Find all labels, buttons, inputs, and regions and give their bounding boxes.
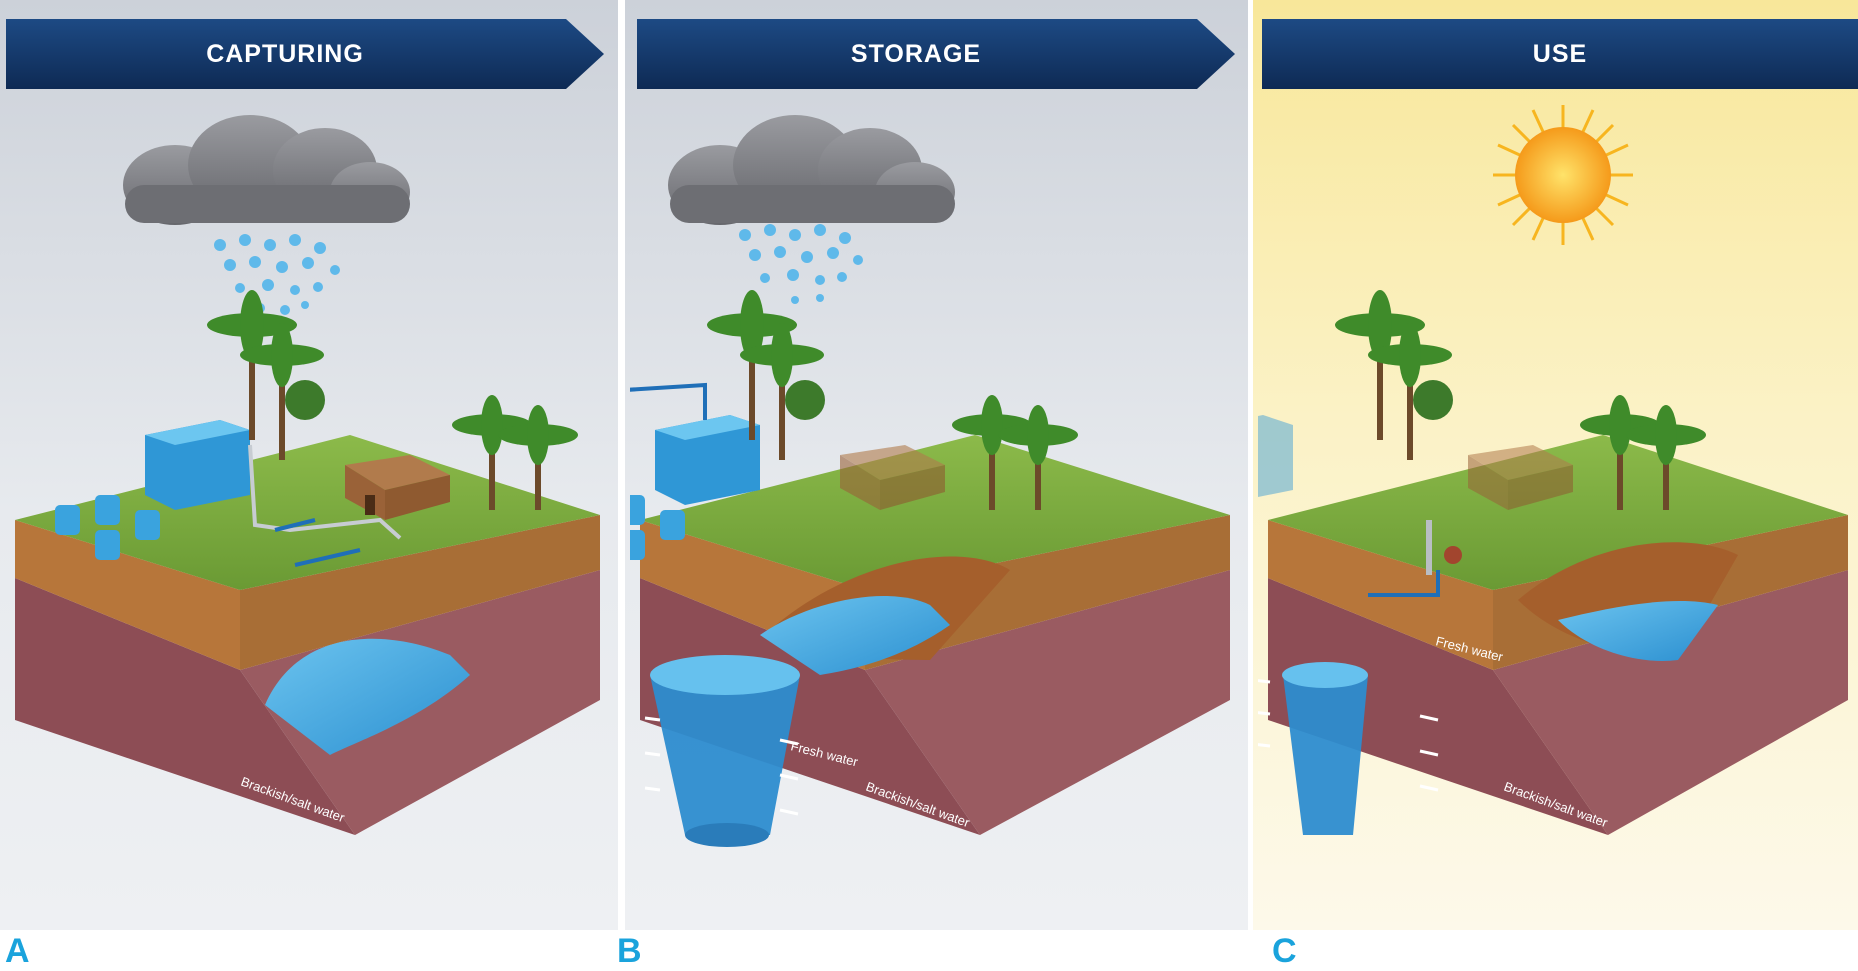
water-tank-icon — [655, 415, 760, 505]
scene-capturing: Brackish/salt water — [15, 115, 600, 835]
raindrops-icon — [214, 234, 340, 315]
house-icon — [345, 455, 450, 520]
flow-arrow-icon — [294, 548, 361, 567]
house-icon — [840, 445, 945, 510]
raindrops-icon — [739, 224, 863, 304]
fresh-water-aquifer-icon — [1282, 662, 1368, 835]
pipe-icon — [248, 444, 402, 540]
pond-icon — [760, 596, 950, 675]
rain-cloud-icon — [123, 115, 410, 225]
grass-surface — [15, 435, 600, 590]
fresh-water-aquifer-icon — [650, 655, 800, 847]
banner-capturing: CAPTURING — [6, 19, 604, 89]
panel-label-a: A — [5, 932, 30, 970]
water-tank-icon — [145, 420, 250, 510]
barrels-icon — [55, 495, 160, 560]
banner-title: USE — [1532, 40, 1588, 68]
panel-label-b: B — [617, 932, 642, 970]
sun-icon — [1493, 105, 1633, 245]
banner-title: STORAGE — [850, 40, 982, 68]
grass-surface — [1268, 435, 1848, 590]
grass-surface — [640, 435, 1230, 590]
banner-title: CAPTURING — [206, 40, 364, 68]
flow-arrow-icon — [274, 518, 316, 532]
water-tank-icon — [1258, 415, 1293, 497]
soil-left-face — [15, 578, 355, 835]
banner-arrow-shape — [637, 19, 1235, 89]
inflow-arrows-icon — [1258, 679, 1439, 792]
scene-storage: Fresh water Brackish/salt water — [630, 115, 1230, 847]
scene-use: Fresh water Brackish/salt water — [1258, 105, 1848, 835]
barrels-icon — [630, 495, 685, 560]
palm-trees-icon — [707, 290, 1078, 510]
banner-use: USE — [1262, 19, 1858, 89]
pond-icon — [265, 638, 470, 755]
banner-shape — [1262, 19, 1858, 89]
house-icon — [1468, 445, 1573, 510]
flow-arrow-icon — [630, 382, 707, 420]
pond-icon — [1558, 600, 1718, 661]
outflow-arrows-icon — [644, 716, 799, 816]
flow-arrow-icon — [1368, 570, 1440, 597]
rain-cloud-icon — [668, 115, 955, 225]
banner-storage: STORAGE — [637, 19, 1235, 89]
palm-trees-icon — [1335, 290, 1706, 510]
banner-arrow-shape — [6, 19, 604, 89]
palm-trees-icon — [207, 290, 578, 510]
hand-pump-icon — [1426, 520, 1462, 575]
panel-label-c: C — [1272, 932, 1297, 970]
